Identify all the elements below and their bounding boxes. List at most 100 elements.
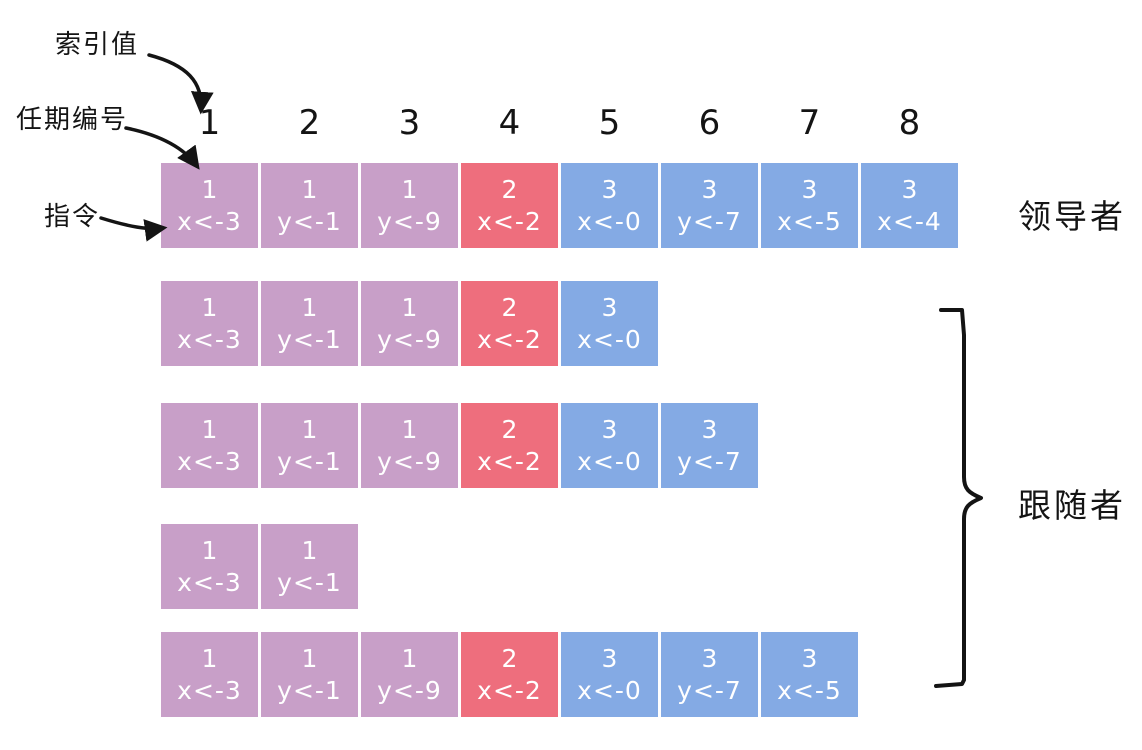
entry-command: y<-1	[277, 324, 342, 354]
entry-command: x<-3	[177, 675, 242, 705]
entry-term: 2	[501, 644, 518, 674]
follower-4-log-row: 1 x<-3 1 y<-1 1 y<-9 2 x<-2 3 x<-0 3 y<-7 3 x<-5	[161, 632, 861, 717]
entry-term: 1	[301, 644, 318, 674]
entry-term: 1	[301, 293, 318, 323]
entry-command: x<-3	[177, 206, 242, 236]
leader-label: 领导者	[1018, 197, 1126, 236]
leader-entry-5: 3 x<-0	[561, 163, 658, 248]
entry-command: x<-3	[177, 446, 242, 476]
index-arrow	[147, 53, 214, 115]
entry-command: x<-3	[177, 324, 242, 354]
follower-3-log-row: 1 x<-3 1 y<-1	[161, 524, 361, 609]
leader-entry-4: 2 x<-2	[461, 163, 558, 248]
follower-1-entry-5: 3 x<-0	[561, 281, 658, 366]
follower-4-entry-4: 2 x<-2	[461, 632, 558, 717]
command-label: 指令	[44, 202, 101, 232]
index-row: 1 2 3 4 5 6 7 8	[161, 103, 961, 143]
leader-entry-2: 1 y<-1	[261, 163, 358, 248]
entry-command: y<-9	[377, 446, 442, 476]
entry-command: x<-4	[877, 206, 942, 236]
follower-3-entry-1: 1 x<-3	[161, 524, 258, 609]
entry-command: y<-7	[677, 675, 742, 705]
entry-command: y<-1	[277, 206, 342, 236]
entry-term: 3	[901, 175, 918, 205]
entry-command: y<-1	[277, 446, 342, 476]
entry-command: x<-0	[577, 324, 642, 354]
follower-4-entry-1: 1 x<-3	[161, 632, 258, 717]
entry-command: x<-0	[577, 446, 642, 476]
entry-term: 1	[401, 415, 418, 445]
index-number: 5	[598, 103, 621, 143]
follower-1-entry-4: 2 x<-2	[461, 281, 558, 366]
entry-term: 1	[401, 175, 418, 205]
entry-term: 3	[601, 415, 618, 445]
entry-term: 3	[601, 175, 618, 205]
entry-term: 1	[301, 536, 318, 566]
entry-command: y<-7	[677, 206, 742, 236]
follower-1-entry-3: 1 y<-9	[361, 281, 458, 366]
entry-command: x<-2	[477, 206, 542, 236]
follower-4-entry-3: 1 y<-9	[361, 632, 458, 717]
term-number-label: 任期编号	[16, 105, 129, 135]
entry-term: 1	[201, 536, 218, 566]
follower-2-entry-4: 2 x<-2	[461, 403, 558, 488]
entry-command: y<-1	[277, 675, 342, 705]
entry-term: 1	[301, 175, 318, 205]
entry-term: 1	[201, 644, 218, 674]
index-number: 2	[298, 103, 321, 143]
entry-command: y<-9	[377, 206, 442, 236]
follower-2-entry-3: 1 y<-9	[361, 403, 458, 488]
follower-1-entry-1: 1 x<-3	[161, 281, 258, 366]
index-number: 6	[698, 103, 721, 143]
entry-term: 2	[501, 293, 518, 323]
followers-brace	[934, 308, 983, 688]
entry-term: 3	[601, 644, 618, 674]
entry-term: 3	[701, 415, 718, 445]
entry-command: x<-0	[577, 675, 642, 705]
follower-3-entry-2: 1 y<-1	[261, 524, 358, 609]
entry-command: y<-9	[377, 675, 442, 705]
follower-2-entry-5: 3 x<-0	[561, 403, 658, 488]
entry-command: x<-0	[577, 206, 642, 236]
followers-label: 跟随者	[1018, 486, 1126, 525]
index-number: 7	[798, 103, 821, 143]
leader-entry-3: 1 y<-9	[361, 163, 458, 248]
entry-command: y<-7	[677, 446, 742, 476]
entry-command: y<-1	[277, 567, 342, 597]
index-value-label: 索引值	[55, 30, 140, 60]
entry-command: x<-5	[777, 206, 842, 236]
follower-1-log-row: 1 x<-3 1 y<-1 1 y<-9 2 x<-2 3 x<-0	[161, 281, 661, 366]
command-arrow	[99, 216, 168, 242]
entry-term: 3	[801, 644, 818, 674]
follower-4-entry-2: 1 y<-1	[261, 632, 358, 717]
entry-term: 2	[501, 175, 518, 205]
leader-entry-6: 3 y<-7	[661, 163, 758, 248]
entry-command: x<-3	[177, 567, 242, 597]
entry-term: 3	[801, 175, 818, 205]
entry-command: x<-2	[477, 324, 542, 354]
follower-4-entry-6: 3 y<-7	[661, 632, 758, 717]
entry-term: 1	[401, 644, 418, 674]
follower-2-log-row: 1 x<-3 1 y<-1 1 y<-9 2 x<-2 3 x<-0 3 y<-7	[161, 403, 761, 488]
follower-4-entry-5: 3 x<-0	[561, 632, 658, 717]
leader-entry-8: 3 x<-4	[861, 163, 958, 248]
entry-term: 3	[701, 644, 718, 674]
index-number: 1	[198, 103, 221, 143]
leader-log-row: 1 x<-3 1 y<-1 1 y<-9 2 x<-2 3 x<-0 3 y<-7 3 x<-5 3 x<-4	[161, 163, 961, 248]
entry-term: 3	[701, 175, 718, 205]
follower-1-entry-2: 1 y<-1	[261, 281, 358, 366]
leader-entry-1: 1 x<-3	[161, 163, 258, 248]
follower-2-entry-2: 1 y<-1	[261, 403, 358, 488]
entry-term: 3	[601, 293, 618, 323]
index-number: 3	[398, 103, 421, 143]
index-number: 4	[498, 103, 521, 143]
entry-term: 1	[301, 415, 318, 445]
entry-term: 1	[201, 293, 218, 323]
follower-2-entry-6: 3 y<-7	[661, 403, 758, 488]
follower-4-entry-7: 3 x<-5	[761, 632, 858, 717]
entry-command: x<-2	[477, 675, 542, 705]
leader-entry-7: 3 x<-5	[761, 163, 858, 248]
entry-term: 1	[401, 293, 418, 323]
entry-command: x<-2	[477, 446, 542, 476]
